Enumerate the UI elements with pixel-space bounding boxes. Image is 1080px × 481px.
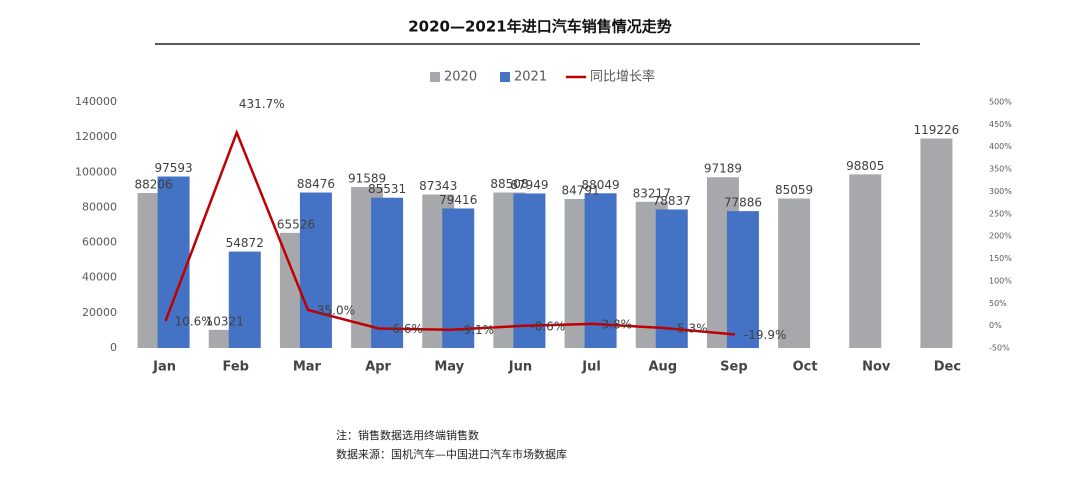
data-label: 87343 — [419, 179, 457, 193]
data-label: -9.1% — [459, 323, 494, 337]
data-label: 35.0% — [317, 303, 355, 317]
bar — [513, 193, 546, 348]
bar — [778, 198, 811, 348]
bar — [655, 209, 688, 348]
data-label: 97189 — [704, 162, 742, 176]
x-tick-label: Mar — [293, 360, 322, 375]
x-tick-label: Nov — [862, 360, 891, 375]
legend-label: 2021 — [514, 70, 547, 85]
x-tick-label: Aug — [648, 360, 677, 375]
legend-swatch — [500, 72, 510, 82]
legend-label: 2020 — [444, 70, 477, 85]
data-label: -0.6% — [530, 319, 565, 333]
data-label: 3.8% — [602, 317, 633, 331]
y2-tick-label: 300% — [989, 187, 1012, 196]
x-tick-label: Jul — [581, 360, 601, 375]
data-label: 54872 — [226, 236, 264, 250]
bar — [849, 174, 882, 348]
y-tick-label: 40000 — [82, 271, 117, 284]
data-label: 88206 — [134, 178, 172, 192]
y-tick-label: 120000 — [75, 130, 117, 143]
y2-tick-label: 450% — [989, 120, 1012, 129]
y2-tick-label: 100% — [989, 276, 1012, 285]
x-tick-label: May — [434, 360, 464, 375]
data-label: 91589 — [348, 172, 386, 186]
data-label: 88508 — [490, 177, 528, 191]
y2-tick-label: 400% — [989, 142, 1012, 151]
x-tick-label: Dec — [934, 360, 961, 375]
x-tick-label: Apr — [365, 360, 391, 375]
y-tick-label: 140000 — [75, 95, 117, 108]
y2-tick-label: 350% — [989, 165, 1012, 174]
bar — [157, 176, 190, 348]
data-label: -5.3% — [673, 322, 708, 336]
bar — [584, 193, 617, 348]
data-label: -19.9% — [744, 328, 786, 342]
x-tick-label: Jan — [152, 360, 176, 375]
data-label: 83217 — [633, 186, 671, 200]
y-tick-label: 60000 — [82, 236, 117, 249]
y2-tick-label: -50% — [989, 344, 1010, 353]
y2-tick-label: 250% — [989, 209, 1012, 218]
data-label: 77886 — [724, 196, 762, 210]
data-label: 98805 — [846, 159, 884, 173]
data-label: 85531 — [368, 182, 406, 196]
data-label: 85059 — [775, 183, 813, 197]
data-label: 65526 — [277, 217, 315, 231]
x-tick-label: Feb — [223, 360, 249, 375]
y-tick-label: 80000 — [82, 200, 117, 213]
data-label: 431.7% — [239, 97, 285, 111]
data-label: 79416 — [439, 193, 477, 207]
y2-tick-label: 50% — [989, 299, 1007, 308]
line-series — [164, 129, 736, 336]
data-label: 78837 — [653, 194, 691, 208]
data-label: 84791 — [561, 184, 599, 198]
legend-label: 同比增长率 — [590, 69, 655, 85]
note: 注：销售数据选用终端销售数 — [336, 428, 479, 442]
x-tick-label: Sep — [720, 360, 748, 375]
bar — [299, 192, 332, 348]
bar — [920, 138, 953, 348]
y2-tick-label: 150% — [989, 254, 1012, 263]
y-tick-label: 20000 — [82, 306, 117, 319]
y2-tick-label: 200% — [989, 232, 1012, 241]
legend-swatch — [430, 72, 440, 82]
x-tick-label: Jun — [508, 360, 532, 375]
x-tick-label: Oct — [793, 360, 818, 375]
bar — [371, 197, 404, 348]
data-label: 88476 — [297, 177, 335, 191]
note: 数据来源：国机汽车—中国进口汽车市场数据库 — [336, 447, 567, 461]
bar — [726, 211, 759, 348]
chart-title: 2020—2021年进口汽车销售情况走势 — [408, 18, 672, 36]
data-label: 87949 — [510, 178, 548, 192]
data-label: 88049 — [581, 178, 619, 192]
data-label: 97593 — [154, 161, 192, 175]
bar — [228, 251, 261, 348]
data-label: 10.6% — [175, 314, 213, 328]
y2-tick-label: 0% — [989, 321, 1002, 330]
data-label: 119226 — [914, 123, 960, 137]
data-label: -6.6% — [388, 322, 423, 336]
y-tick-label: 100000 — [75, 165, 117, 178]
data-label: 10321 — [206, 314, 244, 328]
bar — [442, 208, 475, 348]
y2-tick-label: 500% — [989, 98, 1012, 107]
y-tick-label: 0 — [110, 341, 117, 354]
